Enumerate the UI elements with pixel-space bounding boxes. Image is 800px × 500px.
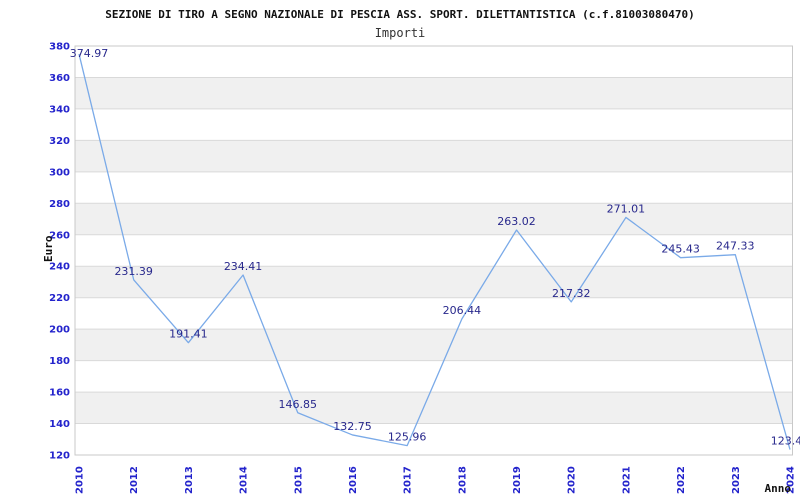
y-tick-label: 280 xyxy=(49,199,70,210)
y-tick-label: 240 xyxy=(49,262,70,273)
data-point-label: 217.32 xyxy=(552,287,591,300)
plot-band xyxy=(75,203,793,235)
data-point-label: 146.85 xyxy=(279,398,318,411)
data-point-label: 263.02 xyxy=(497,215,536,228)
x-tick-label: 2016 xyxy=(348,466,359,494)
y-tick-label: 320 xyxy=(49,136,70,147)
plot-band xyxy=(75,140,793,172)
x-tick-label: 2017 xyxy=(403,466,414,494)
y-tick-label: 260 xyxy=(49,230,70,241)
x-tick-label: 2020 xyxy=(567,466,578,494)
y-tick-label: 200 xyxy=(49,325,70,336)
series-line xyxy=(78,53,791,450)
y-tick-label: 340 xyxy=(49,104,70,115)
x-tick-label: 2010 xyxy=(75,466,86,494)
y-tick-label: 140 xyxy=(49,419,70,430)
x-tick-label: 2022 xyxy=(676,466,687,494)
x-tick-label: 2018 xyxy=(457,466,468,494)
x-tick-label: 2024 xyxy=(786,466,797,494)
y-tick-label: 120 xyxy=(49,451,70,462)
data-point-label: 234.41 xyxy=(224,260,263,273)
data-point-label: 191.41 xyxy=(169,328,208,341)
x-axis-title: Anno xyxy=(765,482,792,495)
x-tick-label: 2021 xyxy=(621,466,632,494)
y-tick-label: 300 xyxy=(49,167,70,178)
y-tick-label: 220 xyxy=(49,293,70,304)
x-tick-label: 2019 xyxy=(512,466,523,494)
x-tick-label: 2014 xyxy=(239,466,250,494)
data-point-label: 245.43 xyxy=(661,243,700,256)
data-point-label: 271.01 xyxy=(607,202,646,215)
data-point-label: 374.97 xyxy=(70,47,109,60)
plot-band xyxy=(75,392,793,424)
chart-title: SEZIONE DI TIRO A SEGNO NAZIONALE DI PES… xyxy=(105,8,695,21)
y-tick-label: 380 xyxy=(49,42,70,53)
y-tick-label: 180 xyxy=(49,356,70,367)
plot-band xyxy=(75,77,793,109)
data-point-label: 231.39 xyxy=(114,265,153,278)
plot-band xyxy=(75,266,793,298)
data-point-label: 206.44 xyxy=(443,304,482,317)
x-tick-label: 2013 xyxy=(184,466,195,494)
plot-border xyxy=(74,45,793,456)
y-tick-label: 160 xyxy=(49,388,70,399)
x-tick-label: 2023 xyxy=(731,466,742,494)
data-point-label: 123.46 xyxy=(771,435,800,448)
data-point-label: 132.75 xyxy=(333,420,372,433)
data-point-label: 247.33 xyxy=(716,240,755,253)
y-axis-title: Euro xyxy=(42,235,55,262)
data-point-label: 125.96 xyxy=(388,431,427,444)
x-tick-label: 2015 xyxy=(293,466,304,494)
y-tick-label: 360 xyxy=(49,73,70,84)
x-tick-label: 2012 xyxy=(129,466,140,494)
chart-subtitle: Importi xyxy=(374,26,426,40)
